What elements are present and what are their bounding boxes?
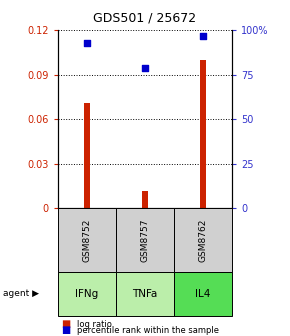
Text: GSM8757: GSM8757 xyxy=(140,218,150,262)
Text: GSM8762: GSM8762 xyxy=(198,218,208,262)
Point xyxy=(201,33,205,38)
Bar xyxy=(84,103,90,208)
Text: GDS501 / 25672: GDS501 / 25672 xyxy=(93,12,197,25)
Text: TNFa: TNFa xyxy=(132,289,158,299)
Text: ■: ■ xyxy=(61,319,70,329)
Point xyxy=(85,41,89,46)
Text: GSM8752: GSM8752 xyxy=(82,218,92,262)
Text: ■: ■ xyxy=(61,325,70,335)
Text: log ratio: log ratio xyxy=(77,320,112,329)
Text: agent ▶: agent ▶ xyxy=(3,290,39,298)
Text: IL4: IL4 xyxy=(195,289,211,299)
Bar xyxy=(200,60,206,208)
Text: IFNg: IFNg xyxy=(75,289,99,299)
Bar xyxy=(142,191,148,208)
Text: percentile rank within the sample: percentile rank within the sample xyxy=(77,326,219,335)
Point xyxy=(143,65,147,71)
